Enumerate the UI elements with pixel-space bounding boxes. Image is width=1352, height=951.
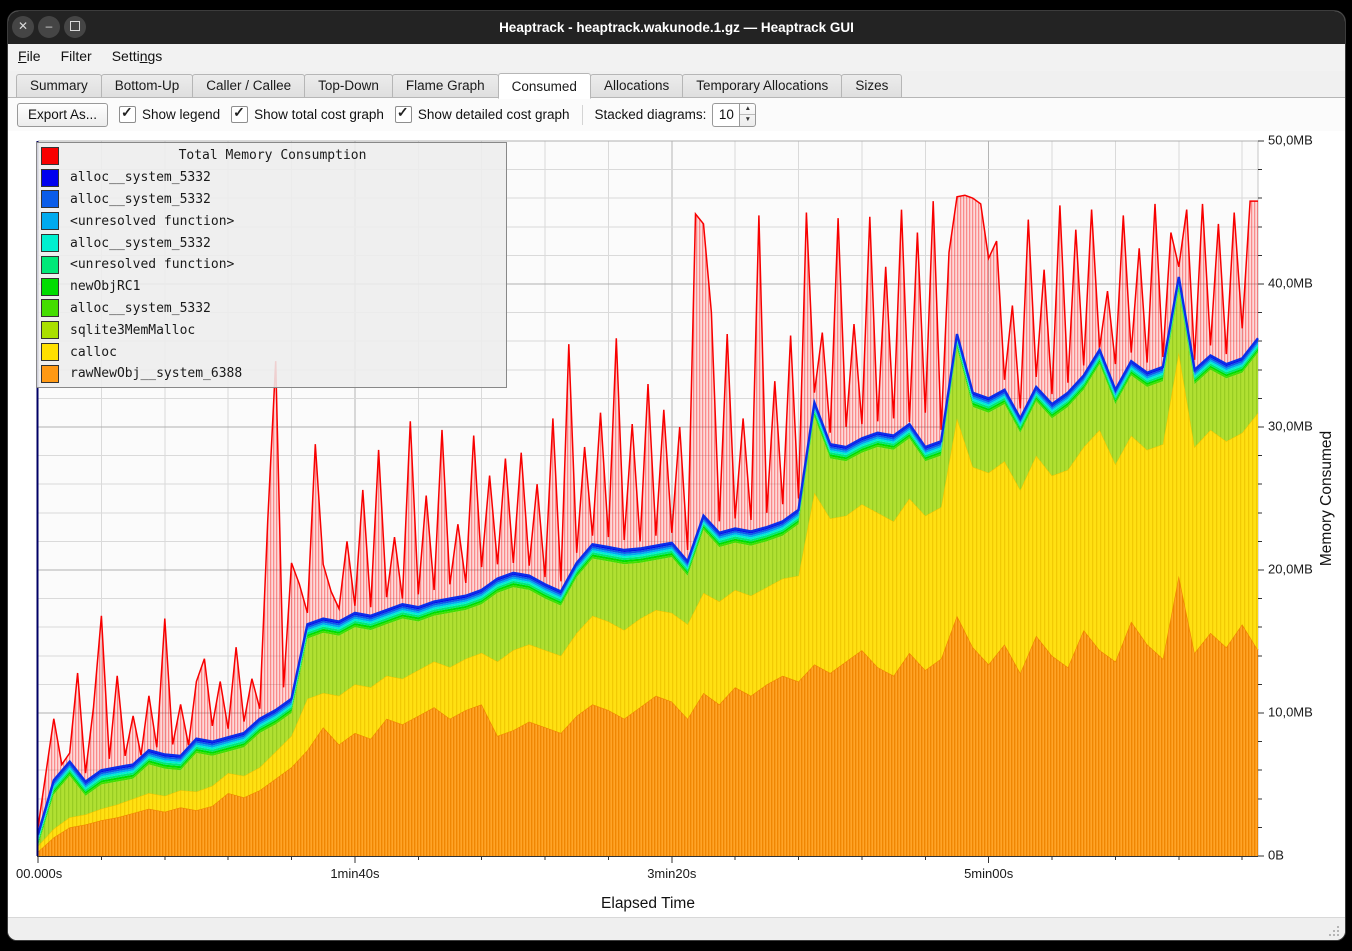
- y-axis-tick-label: 20,0MB: [1268, 561, 1313, 576]
- legend-swatch-icon: [41, 255, 59, 274]
- titlebar[interactable]: ✕ – Heaptrack - heaptrack.wakunode.1.gz …: [8, 11, 1345, 44]
- size-grip-icon[interactable]: [1325, 922, 1339, 936]
- legend-swatch-icon: [41, 168, 59, 187]
- legend-label: alloc__system_5332: [70, 235, 211, 251]
- y-axis-tick-label: 50,0MB: [1268, 132, 1313, 147]
- checkbox-icon[interactable]: [231, 104, 249, 123]
- x-axis-title: Elapsed Time: [601, 895, 695, 912]
- legend-swatch-icon: [41, 146, 59, 165]
- window-title: Heaptrack - heaptrack.wakunode.1.gz — He…: [499, 20, 854, 35]
- legend-item: alloc__system_5332: [37, 298, 506, 320]
- legend-label: alloc__system_5332: [70, 300, 211, 316]
- checkbox-label: Show total cost graph: [254, 107, 384, 122]
- tab-bar: Summary Bottom-Up Caller / Callee Top-Down F…: [8, 71, 1345, 99]
- chart-legend: Total Memory Consumption alloc__system_53…: [36, 142, 507, 388]
- export-as-button[interactable]: Export As...: [17, 102, 109, 127]
- menu-item-settings[interactable]: Settings: [111, 48, 163, 64]
- checkbox-icon[interactable]: [119, 104, 137, 123]
- legend-label: newObjRC1: [70, 279, 141, 295]
- y-axis-tick-label: 0B: [1268, 847, 1284, 862]
- tab-flame-graph[interactable]: Flame Graph: [391, 74, 499, 98]
- stacked-diagrams-label: Stacked diagrams:: [594, 107, 707, 122]
- show-total-cost-graph-checkbox[interactable]: Show total cost graph: [231, 104, 384, 123]
- menu-item-filter[interactable]: Filter: [60, 48, 92, 64]
- legend-swatch-icon: [41, 343, 59, 362]
- x-axis-tick-label: 5min00s: [964, 866, 1014, 881]
- menubar: File Filter Settings: [8, 44, 1345, 71]
- x-axis-tick-label: 1min40s: [330, 866, 380, 881]
- stacked-diagrams-value[interactable]: 10: [712, 102, 740, 127]
- legend-swatch-icon: [41, 190, 59, 209]
- show-legend-checkbox[interactable]: Show legend: [119, 104, 221, 123]
- checkbox-icon[interactable]: [394, 104, 412, 123]
- y-axis-tick-label: 10,0MB: [1268, 704, 1313, 719]
- legend-item: sqlite3MemMalloc: [37, 319, 506, 341]
- tab-temporary-allocations[interactable]: Temporary Allocations: [682, 74, 843, 98]
- checkbox-label: Show legend: [142, 107, 221, 122]
- tab-summary[interactable]: Summary: [16, 74, 102, 98]
- tab-bottom-up[interactable]: Bottom-Up: [100, 74, 194, 98]
- minimize-icon[interactable]: –: [38, 16, 60, 38]
- spinner-up-icon[interactable]: ▲: [740, 104, 756, 115]
- legend-item: <unresolved function>: [37, 254, 506, 276]
- legend-label: calloc: [70, 344, 117, 360]
- legend-swatch-icon: [41, 299, 59, 318]
- x-axis-tick-label: 3min20s: [647, 866, 697, 881]
- close-icon[interactable]: ✕: [12, 16, 34, 38]
- tab-allocations[interactable]: Allocations: [589, 74, 684, 98]
- legend-item: <unresolved function>: [37, 210, 506, 232]
- stacked-diagrams-stepper[interactable]: 10 ▲ ▼: [712, 102, 757, 127]
- legend-item: newObjRC1: [37, 276, 506, 298]
- legend-item: alloc__system_5332: [37, 189, 506, 211]
- toolbar-separator: [581, 104, 583, 125]
- tab-caller-callee[interactable]: Caller / Callee: [192, 74, 306, 98]
- legend-item: alloc__system_5332: [37, 167, 506, 189]
- y-axis-tick-label: 30,0MB: [1268, 418, 1313, 433]
- legend-swatch-icon: [41, 321, 59, 340]
- legend-label: alloc__system_5332: [70, 191, 211, 207]
- spinner-down-icon[interactable]: ▼: [744, 116, 752, 123]
- legend-label: sqlite3MemMalloc: [70, 322, 196, 338]
- y-axis-tick-label: 40,0MB: [1268, 275, 1313, 290]
- legend-item: alloc__system_5332: [37, 232, 506, 254]
- menu-item-file[interactable]: File: [18, 48, 41, 64]
- maximize-icon[interactable]: [64, 16, 86, 38]
- legend-title-row: Total Memory Consumption: [37, 145, 506, 167]
- legend-swatch-icon: [41, 234, 59, 253]
- legend-item: calloc: [37, 341, 506, 363]
- legend-label: alloc__system_5332: [70, 170, 211, 186]
- status-bar: [8, 917, 1345, 940]
- legend-label: Total Memory Consumption: [178, 148, 367, 164]
- legend-label: <unresolved function>: [70, 257, 235, 273]
- y-axis-title: Memory Consumed: [1318, 431, 1335, 566]
- legend-label: <unresolved function>: [70, 213, 235, 229]
- show-detailed-cost-graph-checkbox[interactable]: Show detailed cost graph: [394, 104, 570, 123]
- toolbar: Export As... Show legend Show total cost …: [8, 98, 1345, 131]
- tab-consumed[interactable]: Consumed: [497, 73, 591, 99]
- legend-swatch-icon: [41, 212, 59, 231]
- legend-swatch-icon: [41, 277, 59, 296]
- legend-label: rawNewObj__system_6388: [70, 366, 243, 382]
- tab-sizes[interactable]: Sizes: [841, 74, 903, 98]
- x-axis-tick-label: 00.000s: [16, 866, 63, 881]
- legend-item: rawNewObj__system_6388: [37, 363, 506, 385]
- tab-top-down[interactable]: Top-Down: [304, 74, 393, 98]
- checkbox-label: Show detailed cost graph: [417, 107, 570, 122]
- legend-swatch-icon: [41, 364, 59, 383]
